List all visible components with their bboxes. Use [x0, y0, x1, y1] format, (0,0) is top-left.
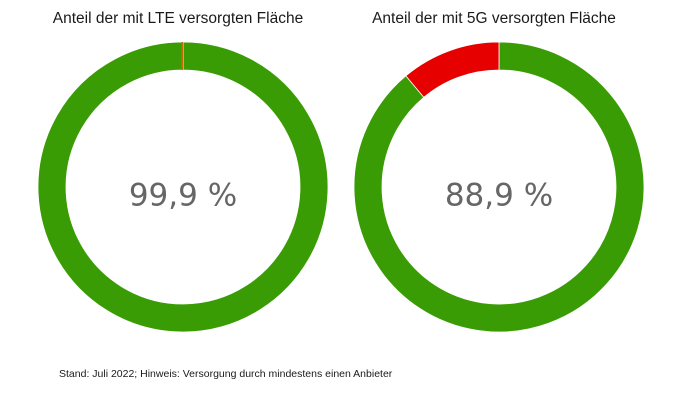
donut-slice-1: [405, 42, 500, 98]
donut-slice-0: [354, 42, 644, 332]
chart-5g: Anteil der mit 5G versorgten Fläche 88,9…: [344, 0, 644, 360]
center-percent-label: 88,9 %: [445, 178, 553, 214]
footnote: Stand: Juli 2022; Hinweis: Versorgung du…: [59, 368, 393, 380]
chart-title: Anteil der mit LTE versorgten Fläche: [52, 10, 304, 27]
donut-slice-0: [38, 42, 328, 332]
chart-lte: Anteil der mit LTE versorgten Fläche 99,…: [28, 0, 328, 360]
chart-title: Anteil der mit 5G versorgten Fläche: [372, 10, 616, 27]
donut-chart-lte: 99,9 %: [38, 42, 328, 332]
center-percent-label: 99,9 %: [129, 178, 237, 214]
donut-chart-5g: 88,9 %: [354, 42, 644, 332]
